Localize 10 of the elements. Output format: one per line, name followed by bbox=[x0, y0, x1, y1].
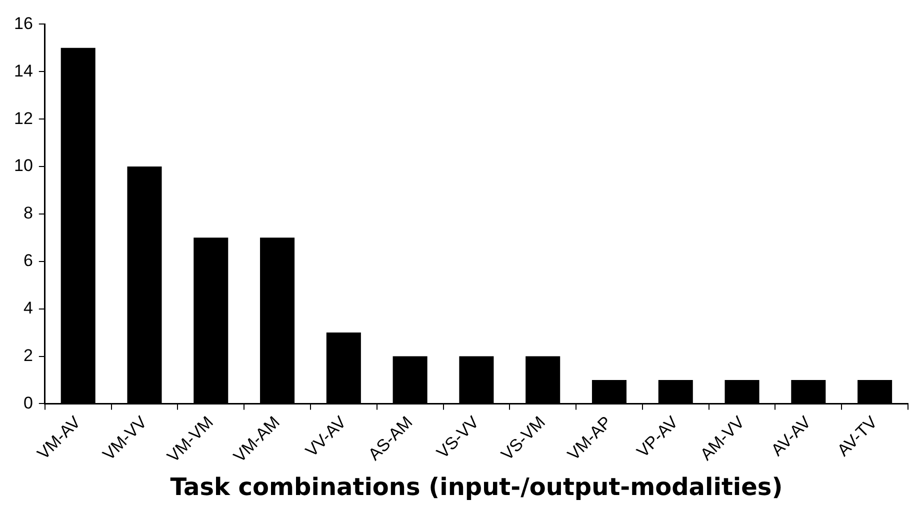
y-tick-label: 4 bbox=[23, 298, 33, 318]
x-axis-title: Task combinations (input-/output-modalities) bbox=[170, 472, 783, 501]
y-tick-label: 10 bbox=[14, 156, 33, 176]
y-tick-label: 14 bbox=[14, 61, 33, 80]
y-tick-label: 16 bbox=[14, 14, 33, 33]
y-tick-label: 6 bbox=[23, 251, 33, 270]
y-tick-label: 0 bbox=[23, 393, 33, 412]
y-tick-label: 8 bbox=[23, 204, 33, 223]
y-tick-label: 12 bbox=[14, 108, 33, 128]
y-tick-label: 2 bbox=[23, 346, 33, 365]
